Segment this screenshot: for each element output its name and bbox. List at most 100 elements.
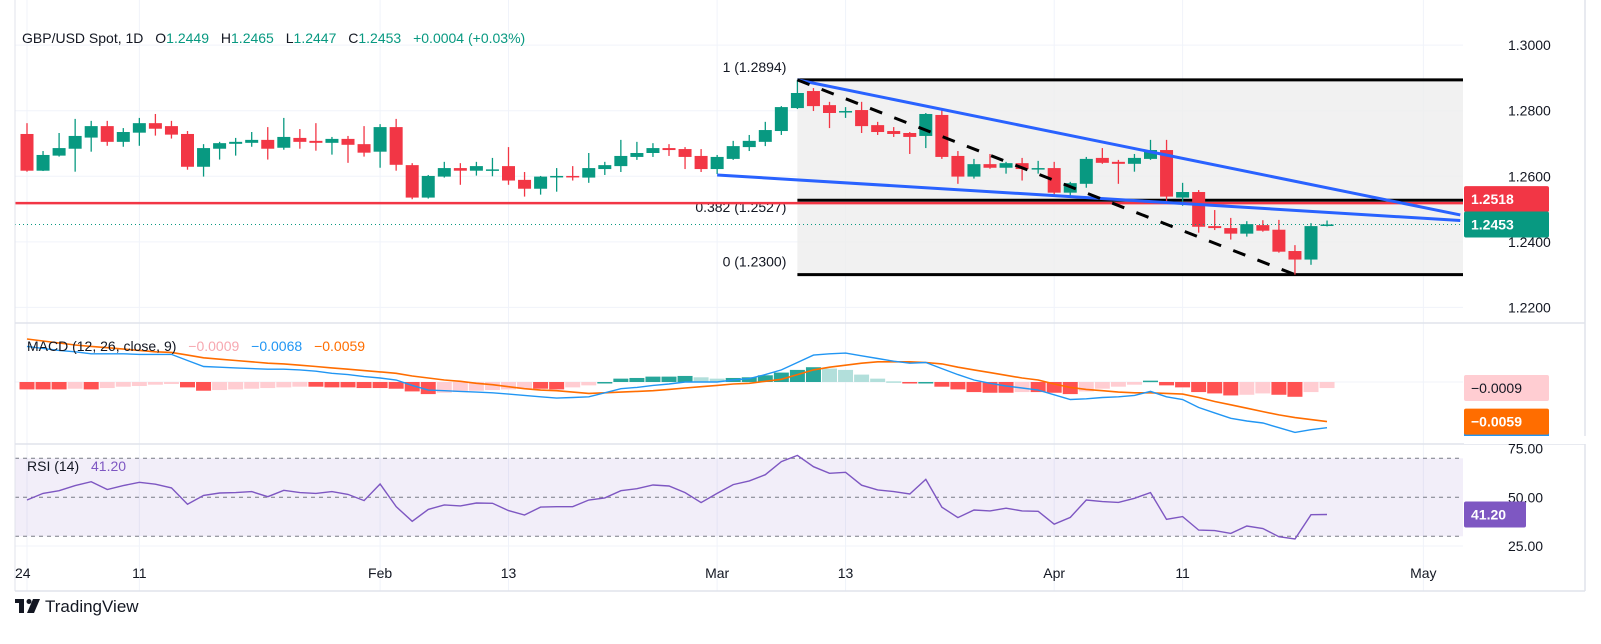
last-price-tag: 1.2453 xyxy=(1464,211,1549,238)
drawing-overlays[interactable] xyxy=(15,78,1463,277)
candle-body xyxy=(341,138,355,145)
macd-histogram-bar xyxy=(1239,382,1255,395)
trendline-upper[interactable] xyxy=(797,78,1461,217)
pane-mask xyxy=(1464,436,1589,444)
rsi-legend[interactable]: RSI (14) 41.20 xyxy=(27,458,126,474)
macd-histogram-bar xyxy=(1094,382,1110,389)
rsi-axis-label: 50.00 xyxy=(1508,489,1543,505)
macd-histogram-bar xyxy=(1223,382,1239,396)
candle xyxy=(582,152,596,183)
symbol-legend[interactable]: GBP/USD Spot, 1D O1.2449 H1.2465 L1.2447… xyxy=(22,30,525,46)
candle xyxy=(357,126,371,157)
price-axis-label: 1.2800 xyxy=(1508,103,1551,119)
tradingview-logo[interactable]: TradingView xyxy=(15,597,139,616)
candle xyxy=(598,161,612,175)
macd-histogram-bar xyxy=(629,377,645,382)
symbol-title: GBP/USD Spot, 1D xyxy=(22,30,143,46)
time-axis-label: Mar xyxy=(705,565,729,581)
macd-histogram-bar xyxy=(549,382,565,390)
candle-body xyxy=(951,155,965,177)
candle xyxy=(164,120,178,139)
macd-histogram-bar xyxy=(452,382,468,393)
candle xyxy=(1256,220,1270,232)
macd-histogram-bar xyxy=(517,382,533,389)
candle-body xyxy=(245,139,259,143)
change-value: +0.0004 (+0.03%) xyxy=(413,30,525,46)
macd-histogram-bar xyxy=(99,382,115,389)
candle-body xyxy=(197,148,211,167)
macd-histogram-bar xyxy=(163,382,179,385)
candle-body xyxy=(823,105,836,113)
macd-signal-value: −0.0059 xyxy=(314,338,365,354)
macd-histogram-bar xyxy=(950,382,966,390)
candle xyxy=(839,107,853,118)
trendline-decline[interactable] xyxy=(796,78,1296,277)
macd-histogram-tag-text: −0.0009 xyxy=(1471,380,1522,396)
candle xyxy=(1288,245,1302,275)
candle xyxy=(790,79,804,110)
macd-histogram-bar xyxy=(180,382,195,388)
rsi-tag-background xyxy=(1464,501,1526,528)
trendline-lower[interactable] xyxy=(717,173,1461,223)
time-axis-label: 13 xyxy=(838,565,854,581)
macd-histogram-bar xyxy=(709,378,725,382)
macd-histogram-value: −0.0009 xyxy=(188,338,239,354)
candle xyxy=(421,174,435,199)
candle xyxy=(277,117,291,150)
candle-body xyxy=(903,132,917,137)
candle-body xyxy=(1015,163,1029,170)
macd-histogram-bar xyxy=(661,376,677,382)
candle xyxy=(20,123,34,172)
candle-body xyxy=(582,168,596,178)
high-label: H xyxy=(221,30,231,46)
candle xyxy=(774,106,788,135)
candle-body xyxy=(871,125,885,133)
candle xyxy=(1304,223,1318,265)
time-axis-label: 13 xyxy=(501,565,517,581)
candle-body xyxy=(806,91,820,107)
candle-body xyxy=(293,137,307,142)
macd-histogram-bar xyxy=(902,382,918,384)
candle-body xyxy=(213,143,227,149)
macd-histogram-bar xyxy=(388,382,404,389)
macd-histogram-bar xyxy=(228,382,244,390)
candle xyxy=(1047,161,1061,197)
candle xyxy=(325,136,339,155)
fib-level-label: 1 (1.2894) xyxy=(723,59,787,75)
macd-histogram-bar xyxy=(934,382,950,387)
macd-histogram-bar xyxy=(1046,382,1062,393)
macd-histogram-bar xyxy=(404,382,420,392)
candle xyxy=(453,163,467,185)
candle-body xyxy=(967,164,981,177)
macd-histogram-bar xyxy=(1191,382,1207,393)
candle-body xyxy=(357,144,371,153)
candle xyxy=(694,149,708,173)
candle xyxy=(983,153,997,169)
candle-body xyxy=(1272,229,1286,252)
macd-pane xyxy=(15,338,1463,434)
candle xyxy=(710,154,724,174)
candle-body xyxy=(887,131,901,134)
macd-signal-tag: −0.0059 xyxy=(1464,408,1549,435)
candle-body xyxy=(437,168,451,177)
macd-title: MACD (12, 26, close, 9) xyxy=(27,338,176,354)
candle xyxy=(1240,221,1254,237)
candle-body xyxy=(148,123,162,129)
candle-body xyxy=(1224,228,1238,234)
candle xyxy=(68,118,82,172)
candle xyxy=(935,109,949,159)
macd-histogram-bar xyxy=(436,382,452,393)
candle xyxy=(1272,219,1286,253)
candle xyxy=(1095,148,1109,164)
price-axis-label: 1.2400 xyxy=(1508,234,1551,250)
macd-histogram-bar xyxy=(51,382,67,390)
candle-body xyxy=(1176,192,1190,198)
candle xyxy=(1160,139,1174,202)
candle xyxy=(518,172,532,197)
macd-legend[interactable]: MACD (12, 26, close, 9) −0.0009 −0.0068 … xyxy=(27,338,365,354)
candle-body xyxy=(277,136,291,148)
candle-body xyxy=(983,164,997,168)
macd-histogram-bar xyxy=(324,382,340,388)
macd-histogram-bar xyxy=(131,382,147,387)
